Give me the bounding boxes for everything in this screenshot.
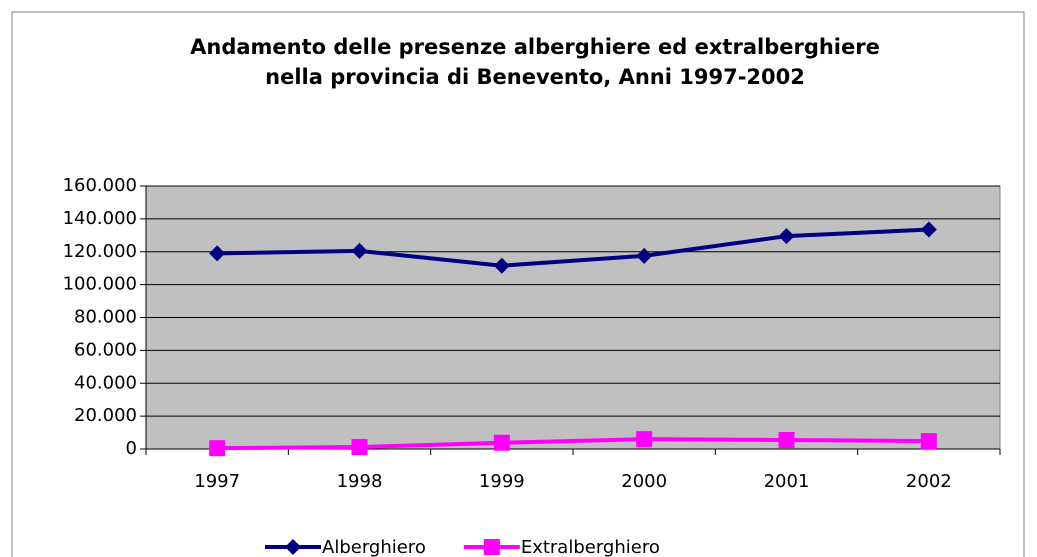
y-tick-label: 80.000 [74,307,137,328]
y-tick-label: 60.000 [74,339,137,360]
data-point [636,431,653,448]
data-point [493,434,510,451]
y-tick-label: 120.000 [63,241,137,262]
chart-border [11,11,1025,557]
y-tick-label: 0 [126,438,137,459]
chart-title: Andamento delle presenze alberghiere ed … [190,35,880,59]
x-tick-label: 2001 [764,471,810,492]
data-point [351,242,368,259]
legend-marker [285,539,301,555]
legend-label: Extralberghiero [521,537,660,557]
data-point [209,440,226,457]
data-point [636,247,653,264]
y-tick-label: 160.000 [63,175,137,196]
x-tick-label: 1999 [479,471,525,492]
x-tick-label: 2000 [621,471,667,492]
chart-title: nella provincia di Benevento, Anni 1997-… [265,65,805,89]
x-tick-label: 1998 [337,471,383,492]
data-point [209,245,226,262]
data-point [778,228,795,245]
data-point [920,221,937,238]
series-line [217,227,929,268]
y-tick-label: 100.000 [63,274,137,295]
x-tick-label: 1997 [194,471,240,492]
series-line [217,437,929,451]
data-point [920,433,937,450]
y-tick-label: 40.000 [74,372,137,393]
x-tick-label: 2002 [906,471,952,492]
data-point [351,439,368,456]
legend-marker [483,539,500,555]
legend-label: Alberghiero [322,537,426,557]
data-point [778,431,795,448]
data-point [493,257,510,274]
y-tick-label: 140.000 [63,208,137,229]
y-tick-label: 20.000 [74,405,137,426]
